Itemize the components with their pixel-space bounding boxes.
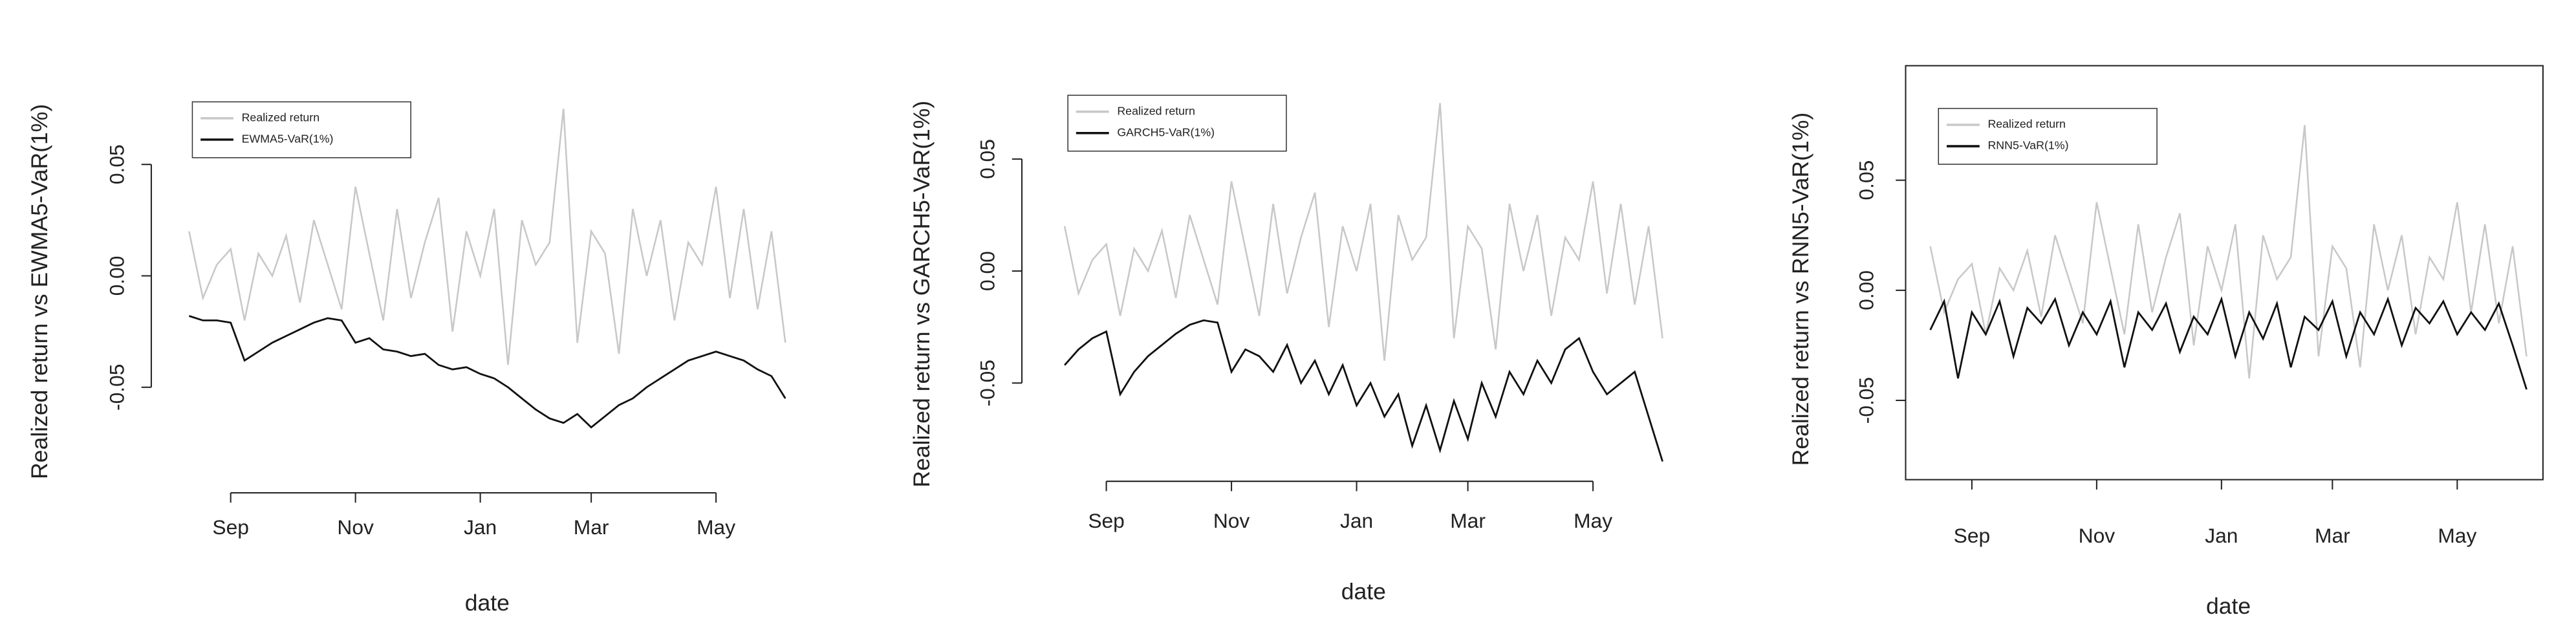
series-line <box>1063 103 1663 361</box>
legend-label: GARCH5-VaR(1%) <box>1117 125 1215 138</box>
x-tick-label: Sep <box>212 515 248 539</box>
y-axis-label: Realized return vs EWMA5-VaR(1%) <box>27 104 52 479</box>
y-axis-label: Realized return vs GARCH5-VaR(1%) <box>909 101 935 488</box>
y-tick-label: 0.05 <box>1854 160 1878 200</box>
legend-label: EWMA5-VaR(1%) <box>242 133 334 146</box>
legend-box <box>1067 94 1287 152</box>
x-tick-label: Nov <box>337 515 374 539</box>
x-tick-label: Jan <box>464 515 497 539</box>
y-tick-label: 0.00 <box>976 251 999 291</box>
x-tick-label: Jan <box>1340 509 1373 532</box>
plot-box <box>1905 65 2544 481</box>
legend-label: Realized return <box>1987 118 2065 131</box>
legend-label: Realized return <box>242 111 319 124</box>
x-tick-label: May <box>2438 524 2476 547</box>
legend-label: RNN5-VaR(1%) <box>1987 139 2068 152</box>
y-tick-label: -0.05 <box>1854 377 1878 424</box>
y-tick-label: 0.00 <box>1854 270 1878 310</box>
x-tick-label: Nov <box>2079 524 2116 547</box>
y-tick-label: 0.00 <box>105 256 129 296</box>
x-tick-label: Mar <box>2315 524 2350 547</box>
legend-box <box>1938 107 2158 165</box>
series-line <box>188 315 786 429</box>
series-line <box>1929 296 2527 390</box>
y-tick-label: -0.05 <box>105 364 129 411</box>
series-line <box>1064 319 1663 462</box>
y-axis-label: Realized return vs RNN5-VaR(1%) <box>1788 113 1813 466</box>
x-tick-label: Mar <box>574 515 609 539</box>
legend-box <box>191 101 411 158</box>
x-tick-label: May <box>1574 509 1612 532</box>
x-tick-label: Nov <box>1213 509 1250 532</box>
x-tick-label: Sep <box>1954 524 1990 547</box>
y-tick-label: 0.05 <box>105 144 129 184</box>
x-tick-label: May <box>697 515 735 539</box>
x-axis-label: date <box>2206 593 2251 619</box>
series-line <box>188 109 786 365</box>
series-line <box>1929 125 2527 379</box>
x-axis-label: date <box>465 590 510 616</box>
y-tick-label: -0.05 <box>976 360 999 406</box>
legend-label: Realized return <box>1117 104 1195 117</box>
y-tick-label: 0.05 <box>976 139 999 179</box>
x-tick-label: Jan <box>2205 524 2238 547</box>
x-tick-label: Sep <box>1088 509 1124 532</box>
x-axis-label: date <box>1341 578 1386 604</box>
x-tick-label: Mar <box>1450 509 1486 532</box>
